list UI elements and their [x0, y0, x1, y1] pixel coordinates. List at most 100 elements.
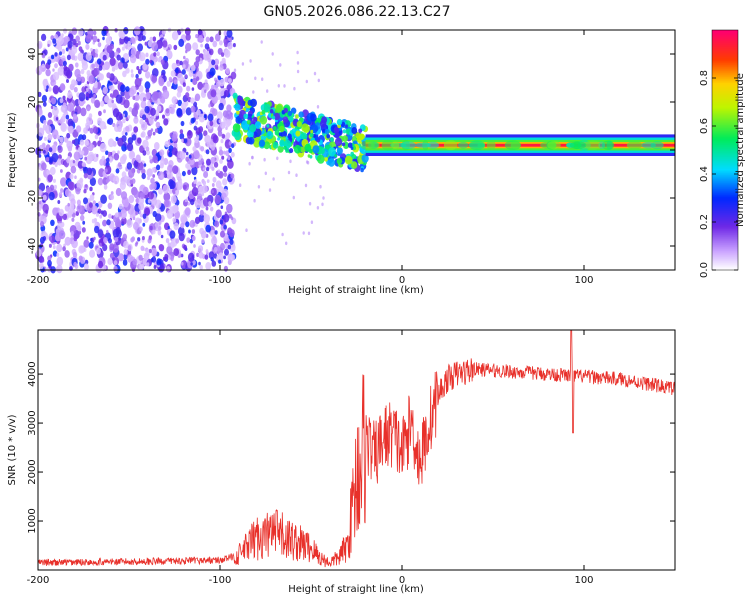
spectrogram-cell: [88, 92, 93, 99]
spectrogram-cell: [80, 54, 84, 59]
spectrogram-cell: [59, 98, 64, 104]
spectrogram-cell: [334, 132, 340, 139]
spectrogram-cell: [204, 50, 208, 55]
spectrogram-cell: [69, 208, 74, 215]
spectrogram-cell: [37, 127, 45, 137]
spectrogram-cell: [153, 265, 157, 269]
spectrogram-cell: [183, 244, 188, 250]
spectrogram-cell: [196, 135, 200, 139]
spectrogram-cell: [139, 226, 143, 232]
spectrogram-cell: [101, 29, 107, 37]
spectrogram-cell: [121, 154, 127, 162]
spectrogram-cell: [224, 248, 229, 256]
spectrogram-cell: [181, 108, 186, 114]
spectrogram-cell: [49, 157, 53, 163]
spectrogram-cell: [119, 31, 126, 40]
spectrogram-cell: [234, 131, 242, 141]
spectrogram-cell: [83, 239, 90, 248]
spectrogram-cell: [151, 42, 158, 52]
spectrogram-x-axis-label: Height of straight line (km): [288, 285, 424, 296]
spectrogram-cell: [547, 141, 561, 150]
colorbar-label: Normalized spectral amplitude: [735, 73, 746, 227]
spectrogram-cell: [56, 243, 63, 253]
spectrogram-cell: [151, 247, 157, 257]
spectrogram-cell: [277, 145, 284, 153]
spectrogram-cell: [230, 71, 237, 80]
spectrogram-cell: [205, 224, 211, 233]
spectrogram-cell: [151, 197, 157, 206]
colorbar-swatch: [712, 228, 738, 231]
spectrogram-cell: [76, 204, 83, 213]
spectrogram-cell: [85, 96, 89, 101]
spectrogram-cell: [151, 256, 157, 263]
spectrogram-cell: [43, 119, 47, 125]
spectrogram-cell: [60, 169, 63, 173]
spectrogram-cell: [140, 132, 144, 138]
spectrogram-cell: [39, 221, 45, 227]
spectrogram-cell: [272, 141, 279, 149]
colorbar-swatch: [712, 196, 738, 199]
colorbar-swatch: [712, 58, 738, 61]
spectrogram-cell: [83, 172, 88, 179]
spectrogram-cell: [50, 105, 54, 110]
spectrogram-cell: [214, 58, 220, 66]
spectrogram-cell: [97, 201, 103, 208]
spectrogram-cell: [200, 146, 205, 152]
spectrogram-cell: [81, 227, 86, 233]
spectrogram-cell: [115, 94, 123, 104]
spectrogram-cell: [72, 139, 75, 144]
colorbar-swatch: [712, 238, 738, 241]
spectrogram-cell: [117, 80, 120, 85]
spectrogram-cell: [195, 34, 199, 39]
spectrogram-cell: [48, 86, 52, 92]
spectrogram-cell: [102, 244, 108, 252]
spectrogram-cell: [180, 214, 187, 224]
spectrogram-cell: [198, 113, 206, 123]
spectrogram-cell: [122, 259, 128, 266]
spectrogram-cell: [322, 196, 325, 200]
spectrogram-cell: [137, 137, 142, 144]
spectrogram-cell: [132, 95, 136, 101]
spectrogram-cell: [94, 53, 99, 58]
spectrogram-cell: [141, 236, 145, 241]
spectrogram-cell: [60, 122, 67, 132]
spectrogram-cell: [225, 150, 230, 157]
spectrogram-cell: [282, 116, 289, 123]
spectrogram-cell: [316, 206, 320, 210]
spectrogram-cell: [215, 33, 221, 42]
spectrogram-cell: [186, 85, 191, 92]
spectrogram-cell: [181, 60, 189, 70]
spectrogram-cell: [147, 199, 151, 204]
spectrogram-cell: [145, 52, 149, 58]
spectrogram-cell: [62, 213, 68, 221]
spectrogram-cell: [211, 84, 215, 90]
spectrogram-cell: [162, 40, 168, 48]
spectrogram-cell: [180, 138, 184, 143]
colorbar-swatch: [712, 60, 738, 63]
spectrogram-cell: [224, 41, 228, 48]
spectrogram-cell: [598, 141, 606, 149]
spectrogram-cell: [203, 114, 207, 119]
spectrogram-cell: [90, 237, 93, 242]
colorbar-swatch: [712, 108, 738, 111]
spectrogram-cell: [97, 42, 102, 48]
spectrogram-cell: [504, 140, 521, 150]
spectrogram-cell: [107, 257, 113, 266]
spectrogram-cell: [227, 41, 233, 50]
spectrogram-cell: [94, 48, 99, 54]
spectrogram-cell: [210, 206, 214, 212]
spectrogram-cell: [39, 236, 45, 244]
spectrogram-cell: [71, 79, 76, 87]
snr-x-tick-label: 0: [399, 575, 405, 586]
spectrogram-cell: [179, 133, 185, 140]
spectrogram-cell: [52, 85, 60, 95]
spectrogram-cell: [168, 151, 173, 157]
spectrogram-cell: [209, 120, 214, 127]
spectrogram-cell: [228, 229, 235, 238]
spectrogram-cell: [138, 210, 142, 214]
spectrogram-cell: [230, 254, 235, 261]
spectrogram-cell: [64, 236, 72, 246]
spectrogram-cell: [89, 249, 96, 258]
spectrogram-cell: [59, 118, 64, 124]
colorbar-swatch: [712, 188, 738, 191]
